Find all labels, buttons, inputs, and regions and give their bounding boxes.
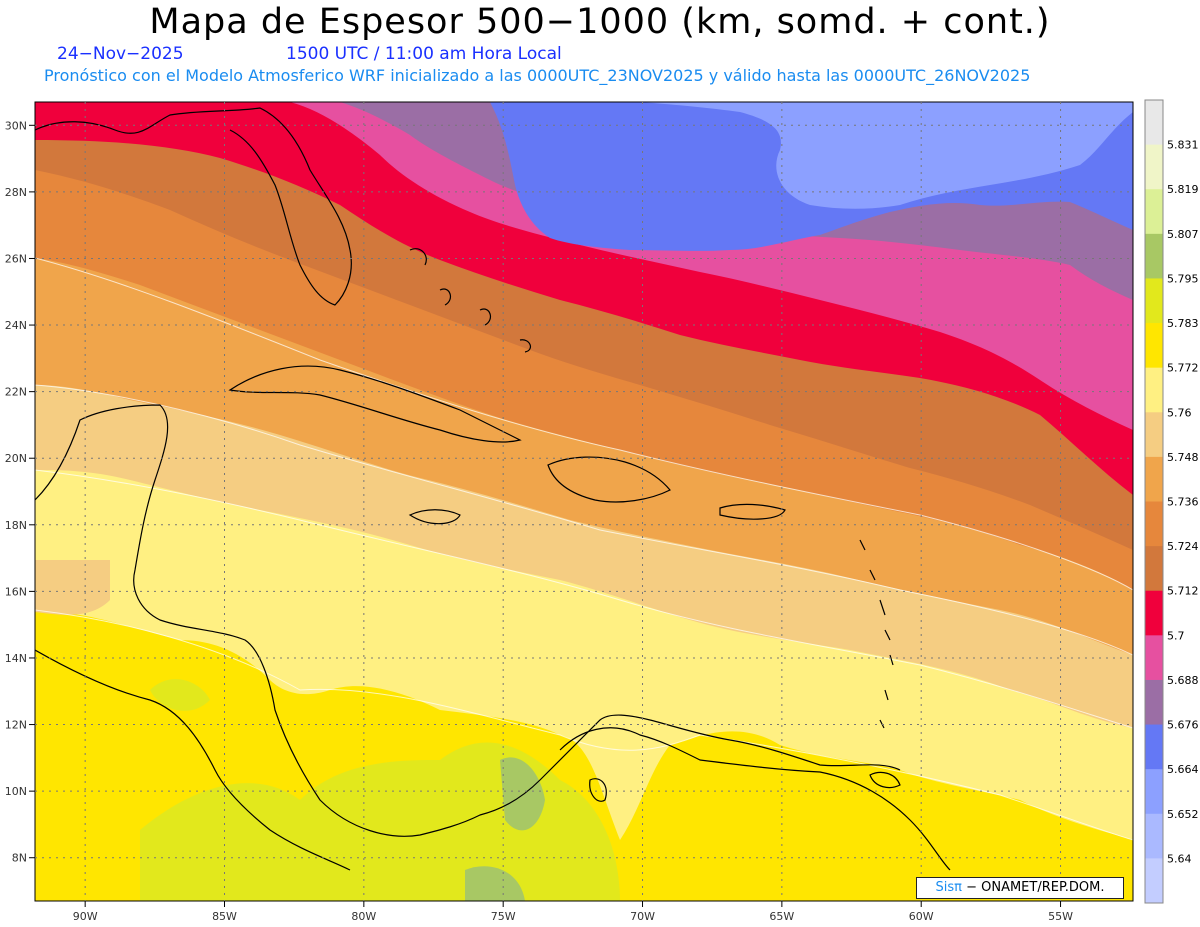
- lon-label: 85W: [212, 910, 237, 923]
- lat-label: 14N: [5, 652, 27, 665]
- credit-box: Sisπ − ONAMET/REP.DOM.: [916, 877, 1124, 899]
- colorbar-label: 5.772: [1167, 362, 1199, 375]
- lat-label: 24N: [5, 319, 27, 332]
- colorbar-segment: [1145, 501, 1163, 547]
- colorbar-frame: [1144, 99, 1164, 904]
- colorbar-label: 5.76: [1167, 406, 1192, 419]
- map-title: Mapa de Espesor 500−1000 (km, somd. + co…: [149, 2, 1051, 42]
- lat-label: 12N: [5, 719, 27, 732]
- lon-label: 90W: [73, 910, 98, 923]
- colorbar-label: 5.736: [1167, 496, 1199, 509]
- colorbar-segment: [1145, 858, 1163, 904]
- colorbar-segment: [1145, 769, 1163, 815]
- colorbar-label: 5.712: [1167, 585, 1199, 598]
- colorbar-segment: [1145, 813, 1163, 859]
- colorbar-segment: [1145, 412, 1163, 458]
- colorbar-label: 5.831: [1167, 139, 1199, 152]
- lon-label: 55W: [1048, 910, 1073, 923]
- colorbar-label: 5.688: [1167, 674, 1199, 687]
- latitude-ticks: 30N 28N 26N 24N 22N 20N 18N 16N 14N 12N 10N 8N: [5, 119, 35, 865]
- colorbar-segment: [1145, 635, 1163, 681]
- lat-label: 30N: [5, 119, 27, 132]
- band-5783: [140, 742, 620, 901]
- lon-label: 65W: [769, 910, 794, 923]
- colorbar-segment: [1145, 278, 1163, 324]
- band-5652: [640, 102, 1133, 209]
- colorbar-label: 5.748: [1167, 451, 1199, 464]
- band-5795-patch: [465, 866, 525, 901]
- credit-text: − ONAMET/REP.DOM.: [966, 880, 1105, 895]
- colorbar-label: 5.807: [1167, 228, 1199, 241]
- colorbar-label: 5.819: [1167, 183, 1199, 196]
- colorbar-segment: [1145, 323, 1163, 369]
- graticule: [35, 102, 1133, 901]
- colorbar-segment: [1145, 189, 1163, 235]
- lon-label: 80W: [351, 910, 376, 923]
- forecast-time: 1500 UTC / 11:00 am Hora Local: [286, 44, 562, 64]
- colorbar-label: 5.64: [1167, 852, 1192, 865]
- band-5783-patch: [150, 679, 210, 711]
- colorbar-segment: [1145, 724, 1163, 770]
- colorbar: 5.831 5.819 5.807 5.795 5.783 5.772 5.76 5.748 5…: [1144, 99, 1199, 904]
- lat-label: 22N: [5, 386, 27, 399]
- colorbar-segment: [1145, 546, 1163, 592]
- lon-label: 75W: [491, 910, 516, 923]
- lat-label: 28N: [5, 186, 27, 199]
- colorbar-label: 5.795: [1167, 272, 1199, 285]
- colorbar-segment: [1145, 233, 1163, 279]
- colorbar-label: 5.724: [1167, 540, 1199, 553]
- colorbar-segment: [1145, 100, 1163, 146]
- colorbar-segment: [1145, 144, 1163, 190]
- lon-label: 60W: [909, 910, 934, 923]
- band-5795: [500, 757, 545, 831]
- colorbar-segment: [1145, 367, 1163, 413]
- plot-frame: [34, 101, 1134, 902]
- colorbar-label: 5.676: [1167, 719, 1199, 732]
- lat-label: 10N: [5, 785, 27, 798]
- coastlines: [35, 107, 951, 871]
- lat-label: 26N: [5, 252, 27, 265]
- colorbar-segment: [1145, 456, 1163, 502]
- colorbar-label: 5.664: [1167, 763, 1199, 776]
- thickness-contours: [35, 257, 1133, 841]
- sispi-logo: Sisπ: [935, 880, 962, 895]
- band-5748-patch: [35, 560, 110, 615]
- lat-label: 8N: [12, 852, 27, 865]
- lat-label: 18N: [5, 519, 27, 532]
- colorbar-segment: [1145, 679, 1163, 726]
- lat-label: 20N: [5, 452, 27, 465]
- model-description: Pronóstico con el Modelo Atmosferico WRF…: [44, 66, 1031, 85]
- colorbar-label: 5.783: [1167, 317, 1199, 330]
- colorbar-label: 5.7: [1167, 629, 1185, 642]
- colorbar-segment: [1145, 590, 1163, 636]
- lon-label: 70W: [630, 910, 655, 923]
- forecast-date: 24−Nov−2025: [57, 44, 184, 64]
- longitude-ticks: 90W 85W 80W 75W 70W 65W 60W 55W: [73, 901, 1073, 923]
- lat-label: 16N: [5, 585, 27, 598]
- colorbar-label: 5.652: [1167, 808, 1199, 821]
- thickness-bands: [35, 102, 1133, 901]
